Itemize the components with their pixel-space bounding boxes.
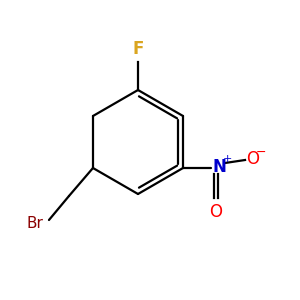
Text: −: − [256, 146, 266, 158]
Text: Br: Br [26, 215, 44, 230]
Text: +: + [223, 154, 232, 164]
Text: N: N [212, 158, 226, 176]
Text: O: O [246, 150, 259, 168]
Text: O: O [209, 203, 223, 221]
Text: F: F [132, 40, 144, 58]
